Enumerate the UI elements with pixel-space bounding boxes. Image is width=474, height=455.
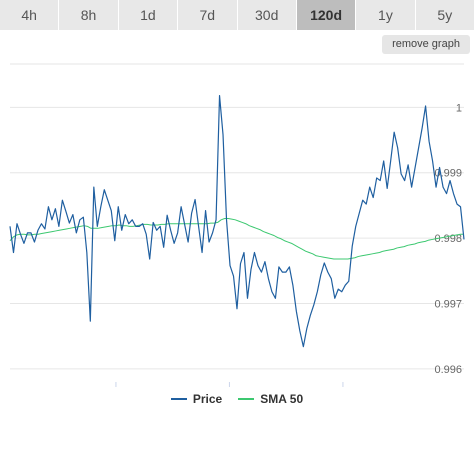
- sma50-line: [9, 218, 464, 260]
- tab-4h[interactable]: 4h: [0, 0, 59, 30]
- price-swatch: [170, 398, 187, 400]
- legend-item-price[interactable]: Price: [170, 392, 223, 406]
- grid-lines: [10, 63, 464, 370]
- series-lines: [9, 94, 465, 348]
- price-line: [9, 94, 465, 348]
- y-tick-label: 1: [456, 102, 462, 114]
- remove-graph-button[interactable]: remove graph: [382, 35, 470, 54]
- tab-8h[interactable]: 8h: [59, 0, 118, 30]
- tab-1y[interactable]: 1y: [356, 0, 415, 30]
- sma-swatch: [238, 398, 255, 400]
- y-tick-label: 0.997: [434, 299, 462, 311]
- legend-label-sma: SMA 50: [260, 392, 304, 406]
- timeframe-tabs: 4h 8h 1d 7d 30d 120d 1y 5y: [0, 0, 474, 30]
- tab-30d[interactable]: 30d: [237, 0, 296, 30]
- tab-120d[interactable]: 120d: [296, 0, 356, 30]
- x-axis-ticks: Oct '25Nov '25Dec '25: [115, 382, 344, 387]
- y-tick-label: 0.998: [434, 233, 462, 245]
- legend: Price SMA 50: [0, 392, 474, 406]
- legend-label-price: Price: [192, 392, 223, 406]
- tab-5y[interactable]: 5y: [415, 0, 474, 30]
- tab-7d[interactable]: 7d: [178, 0, 237, 30]
- y-tick-label: 0.996: [434, 364, 462, 376]
- legend-item-sma[interactable]: SMA 50: [238, 392, 303, 406]
- tab-1d[interactable]: 1d: [118, 0, 178, 30]
